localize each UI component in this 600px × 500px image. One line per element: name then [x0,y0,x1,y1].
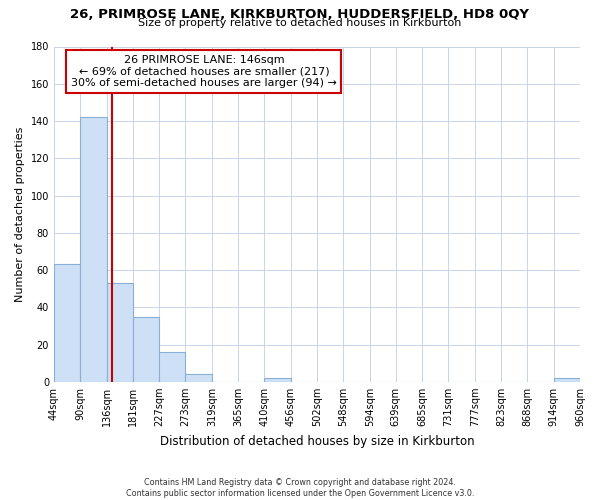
Bar [185,374,212,382]
Bar [133,316,159,382]
Bar [159,352,185,382]
Text: Contains HM Land Registry data © Crown copyright and database right 2024.
Contai: Contains HM Land Registry data © Crown c… [126,478,474,498]
Bar [554,378,580,382]
Text: 26 PRIMROSE LANE: 146sqm
← 69% of detached houses are smaller (217)
30% of semi-: 26 PRIMROSE LANE: 146sqm ← 69% of detach… [71,55,337,88]
Bar [264,378,290,382]
Y-axis label: Number of detached properties: Number of detached properties [15,126,25,302]
X-axis label: Distribution of detached houses by size in Kirkburton: Distribution of detached houses by size … [160,434,474,448]
Bar [54,264,80,382]
Bar [80,118,107,382]
Text: 26, PRIMROSE LANE, KIRKBURTON, HUDDERSFIELD, HD8 0QY: 26, PRIMROSE LANE, KIRKBURTON, HUDDERSFI… [71,8,530,20]
Bar [107,283,133,382]
Text: Size of property relative to detached houses in Kirkburton: Size of property relative to detached ho… [139,18,461,28]
